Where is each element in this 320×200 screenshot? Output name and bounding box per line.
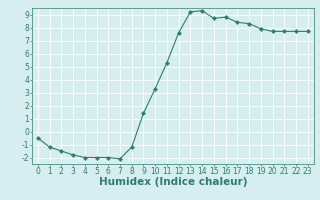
X-axis label: Humidex (Indice chaleur): Humidex (Indice chaleur): [99, 177, 247, 187]
